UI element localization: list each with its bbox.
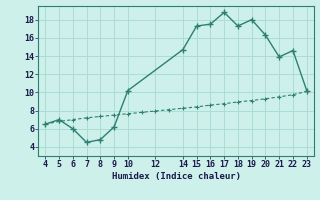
X-axis label: Humidex (Indice chaleur): Humidex (Indice chaleur) xyxy=(111,172,241,181)
